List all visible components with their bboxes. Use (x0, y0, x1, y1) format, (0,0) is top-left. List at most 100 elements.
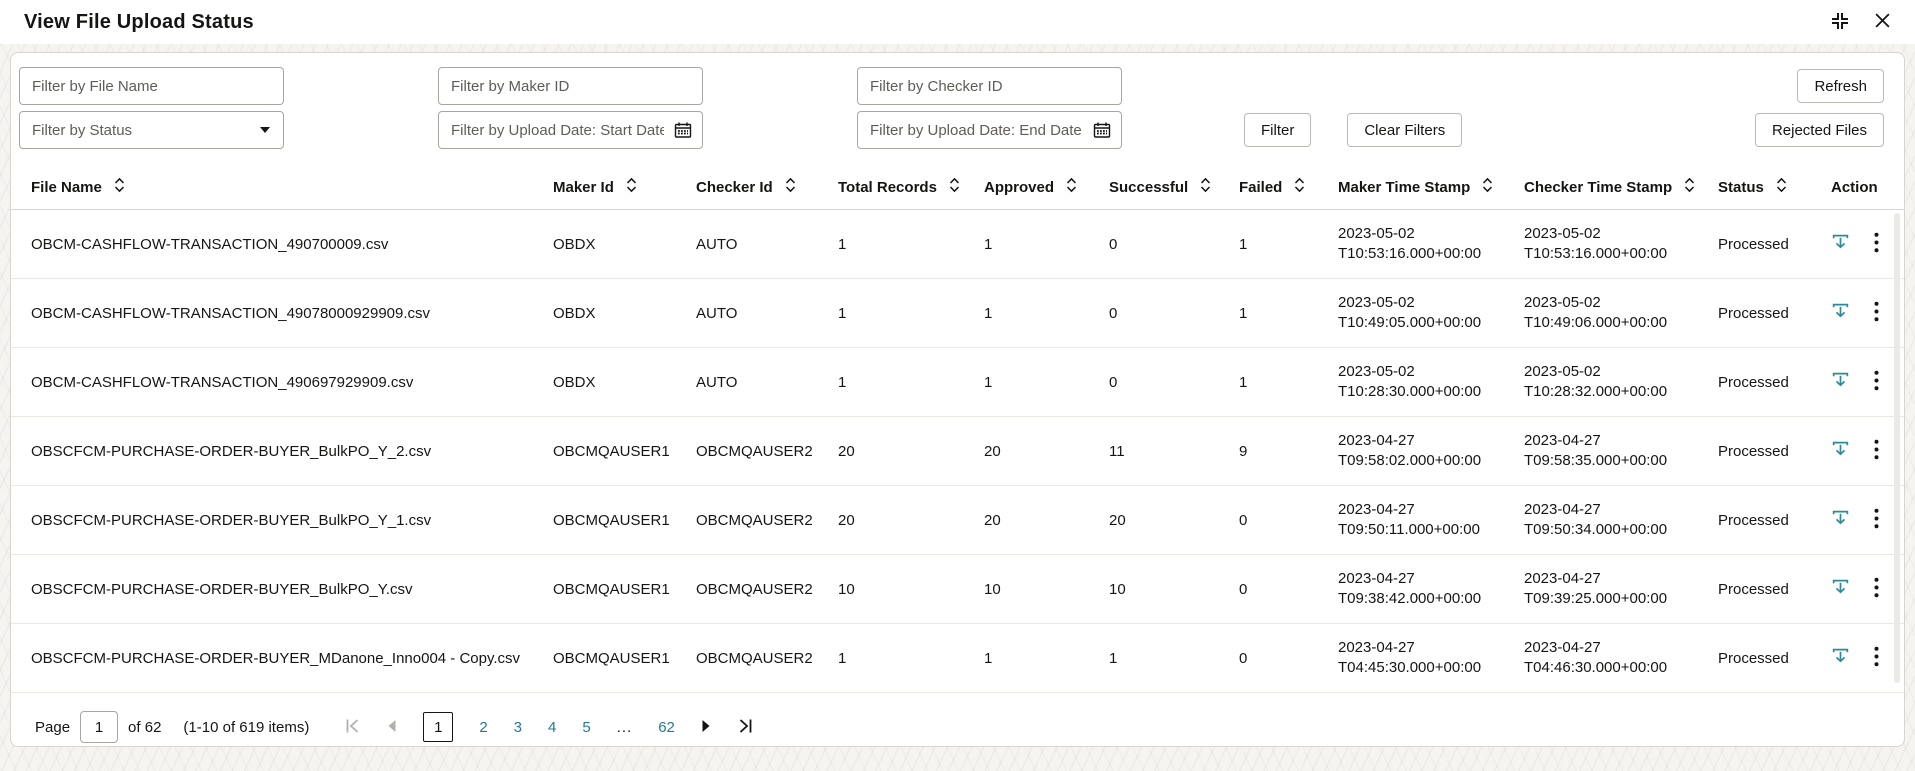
column-header-approved[interactable]: Approved (984, 169, 1109, 210)
page-number-input[interactable] (80, 711, 119, 743)
status-cell: Processed (1718, 347, 1831, 417)
sort-icon[interactable] (1482, 177, 1493, 197)
maker-id-cell: OBDX (553, 347, 696, 417)
end-date-input[interactable] (857, 111, 1122, 149)
checker-id-cell: OBCMQAUSER2 (696, 554, 838, 624)
successful-cell: 1 (1109, 623, 1239, 693)
next-page-icon (701, 719, 711, 736)
checker-id-filter-input[interactable] (857, 67, 1122, 105)
resize-window-button[interactable] (1829, 11, 1851, 33)
calendar-icon[interactable] (673, 120, 693, 145)
window-titlebar: View File Upload Status (0, 0, 1915, 44)
maker-id-filter-input[interactable] (438, 67, 703, 105)
status-cell: Processed (1718, 554, 1831, 624)
failed-cell: 0 (1239, 485, 1338, 555)
row-menu-button[interactable] (1874, 646, 1879, 670)
download-file-button[interactable] (1831, 371, 1850, 393)
download-file-button[interactable] (1831, 440, 1850, 462)
table-row: OBSCFCM-PURCHASE-ORDER-BUYER_BulkPO_Y_2.… (11, 416, 1904, 486)
download-file-button[interactable] (1831, 647, 1850, 669)
checker-id-cell: OBCMQAUSER2 (696, 623, 838, 693)
approved-cell: 1 (984, 278, 1109, 348)
column-header-successful[interactable]: Successful (1109, 169, 1239, 210)
sort-icon[interactable] (785, 177, 796, 197)
current-page-indicator[interactable]: 1 (423, 712, 454, 742)
page-count-label: of 62 (128, 718, 162, 736)
column-header-file-name[interactable]: File Name (11, 169, 553, 210)
download-file-button[interactable] (1831, 233, 1850, 255)
file-name-filter-input[interactable] (19, 67, 284, 105)
total-records-cell: 10 (838, 554, 984, 624)
page-link[interactable]: 5 (582, 718, 591, 736)
start-date-input[interactable] (438, 111, 703, 149)
maker-time-stamp-cell: 2023-05-02 T10:49:05.000+00:00 (1338, 278, 1524, 348)
column-header-total-records[interactable]: Total Records (838, 169, 984, 210)
page-label: Page (35, 718, 71, 736)
page-link[interactable]: 2 (479, 718, 488, 736)
kebab-menu-icon (1874, 232, 1879, 256)
page-background: Refresh Filter by Status (0, 44, 1915, 771)
failed-cell: 0 (1239, 623, 1338, 693)
calendar-icon[interactable] (1092, 120, 1112, 145)
column-header-maker-id[interactable]: Maker Id (553, 169, 696, 210)
row-menu-button[interactable] (1874, 301, 1879, 325)
total-records-cell: 20 (838, 416, 984, 486)
total-records-cell: 20 (838, 485, 984, 555)
sort-icon[interactable] (1066, 177, 1077, 197)
clear-filters-button[interactable]: Clear Filters (1347, 113, 1463, 147)
filter-row-2: Filter by Status (19, 111, 1884, 149)
download-file-button[interactable] (1831, 302, 1850, 324)
sort-icon[interactable] (949, 177, 960, 197)
sort-icon[interactable] (1294, 177, 1305, 197)
successful-cell: 0 (1109, 278, 1239, 348)
filter-button[interactable]: Filter (1244, 113, 1312, 147)
close-button[interactable] (1871, 11, 1893, 33)
column-header-failed[interactable]: Failed (1239, 169, 1338, 210)
filter-row-1: Refresh (19, 67, 1884, 105)
last-page-link[interactable]: 62 (658, 718, 675, 736)
row-menu-button[interactable] (1874, 370, 1879, 394)
page-link[interactable]: 4 (548, 718, 557, 736)
refresh-button[interactable]: Refresh (1797, 69, 1884, 103)
table-row: OBSCFCM-PURCHASE-ORDER-BUYER_MDanone_Inn… (11, 623, 1904, 693)
sort-icon[interactable] (114, 177, 125, 197)
sort-icon[interactable] (1776, 177, 1787, 197)
next-page-button[interactable] (701, 719, 711, 736)
column-header-maker-time-stamp[interactable]: Maker Time Stamp (1338, 169, 1524, 210)
file-name-cell: OBSCFCM-PURCHASE-ORDER-BUYER_BulkPO_Y_2.… (11, 416, 553, 486)
collapse-corners-icon (1830, 11, 1850, 34)
download-icon (1831, 233, 1850, 255)
column-header-checker-time-stamp[interactable]: Checker Time Stamp (1524, 169, 1718, 210)
column-header-checker-id[interactable]: Checker Id (696, 169, 838, 210)
file-upload-status-panel: Refresh Filter by Status (10, 52, 1905, 747)
download-file-button[interactable] (1831, 578, 1850, 600)
checker-time-stamp-cell: 2023-04-27 T09:39:25.000+00:00 (1524, 554, 1718, 624)
checker-time-stamp-cell: 2023-04-27 T09:50:34.000+00:00 (1524, 485, 1718, 555)
sort-icon[interactable] (626, 177, 637, 197)
sort-icon[interactable] (1200, 177, 1211, 197)
kebab-menu-icon (1874, 577, 1879, 601)
kebab-menu-icon (1874, 439, 1879, 463)
file-name-cell: OBSCFCM-PURCHASE-ORDER-BUYER_BulkPO_Y_1.… (11, 485, 553, 555)
last-page-button[interactable] (737, 718, 753, 737)
download-icon (1831, 647, 1850, 669)
table-row: OBCM-CASHFLOW-TRANSACTION_490697929909.c… (11, 347, 1904, 417)
approved-cell: 20 (984, 416, 1109, 486)
sort-icon[interactable] (1684, 177, 1695, 197)
first-page-button[interactable] (345, 718, 361, 737)
vertical-scrollbar[interactable] (1894, 213, 1900, 683)
approved-cell: 10 (984, 554, 1109, 624)
window-controls (1829, 11, 1893, 33)
column-header-status[interactable]: Status (1718, 169, 1831, 210)
maker-id-cell: OBDX (553, 209, 696, 279)
page-link[interactable]: 3 (513, 718, 522, 736)
previous-page-button[interactable] (387, 719, 397, 736)
row-menu-button[interactable] (1874, 232, 1879, 256)
row-menu-button[interactable] (1874, 508, 1879, 532)
row-menu-button[interactable] (1874, 577, 1879, 601)
row-menu-button[interactable] (1874, 439, 1879, 463)
download-file-button[interactable] (1831, 509, 1850, 531)
status-filter-select[interactable]: Filter by Status (19, 111, 284, 149)
rejected-files-button[interactable]: Rejected Files (1754, 113, 1884, 147)
checker-time-stamp-cell: 2023-04-27 T04:46:30.000+00:00 (1524, 623, 1718, 693)
